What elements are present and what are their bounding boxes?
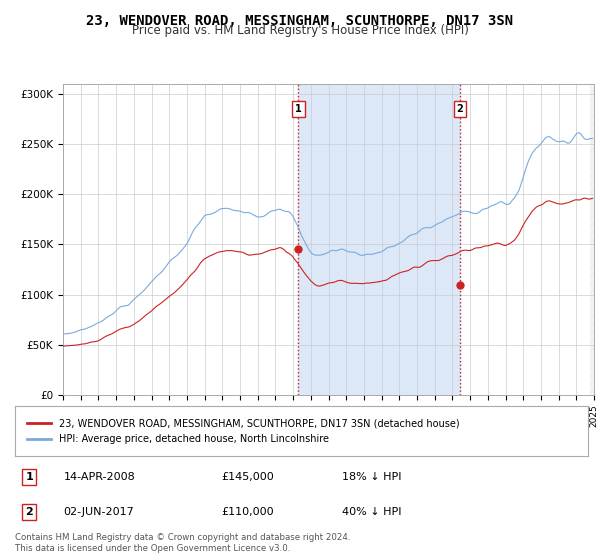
Text: 40% ↓ HPI: 40% ↓ HPI bbox=[341, 507, 401, 517]
Text: Contains HM Land Registry data © Crown copyright and database right 2024.
This d: Contains HM Land Registry data © Crown c… bbox=[15, 533, 350, 553]
Text: £145,000: £145,000 bbox=[221, 472, 274, 482]
Text: 2: 2 bbox=[25, 507, 33, 517]
Text: 14-APR-2008: 14-APR-2008 bbox=[64, 472, 136, 482]
Text: £110,000: £110,000 bbox=[221, 507, 274, 517]
Bar bbox=[298, 84, 460, 395]
Legend: 23, WENDOVER ROAD, MESSINGHAM, SCUNTHORPE, DN17 3SN (detached house), HPI: Avera: 23, WENDOVER ROAD, MESSINGHAM, SCUNTHORP… bbox=[23, 414, 463, 448]
Text: 23, WENDOVER ROAD, MESSINGHAM, SCUNTHORPE, DN17 3SN: 23, WENDOVER ROAD, MESSINGHAM, SCUNTHORP… bbox=[86, 14, 514, 28]
Text: 1: 1 bbox=[295, 104, 302, 114]
Text: 2: 2 bbox=[457, 104, 463, 114]
Text: 18% ↓ HPI: 18% ↓ HPI bbox=[341, 472, 401, 482]
Text: 02-JUN-2017: 02-JUN-2017 bbox=[64, 507, 134, 517]
Text: Price paid vs. HM Land Registry's House Price Index (HPI): Price paid vs. HM Land Registry's House … bbox=[131, 24, 469, 37]
Text: 1: 1 bbox=[25, 472, 33, 482]
